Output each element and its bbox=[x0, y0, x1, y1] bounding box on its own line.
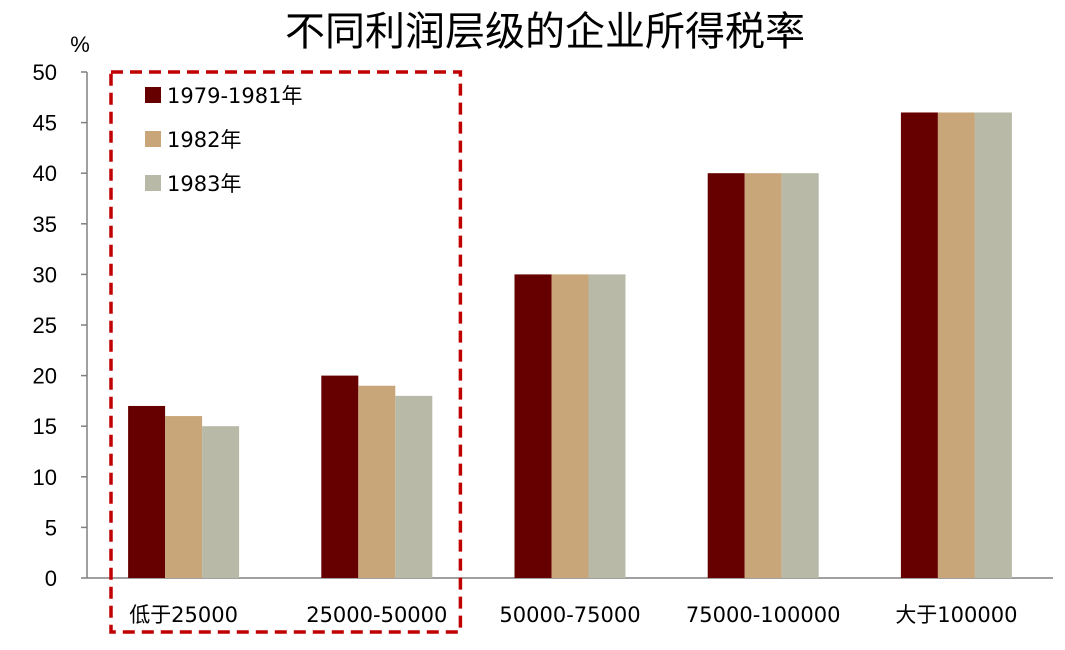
y-tick-label: 15 bbox=[33, 414, 57, 439]
x-tick-label: 75000-100000 bbox=[686, 603, 841, 627]
bar bbox=[900, 112, 938, 578]
legend-label: 1979-1981年 bbox=[167, 84, 302, 108]
x-tick-label: 大于100000 bbox=[895, 603, 1017, 627]
bar bbox=[514, 274, 552, 578]
bar bbox=[744, 173, 782, 578]
bar bbox=[202, 426, 240, 578]
y-tick-label: 10 bbox=[33, 465, 57, 490]
bar bbox=[974, 112, 1012, 578]
y-tick-label: 40 bbox=[33, 161, 57, 186]
y-tick-label: 25 bbox=[33, 313, 57, 338]
highlight-box-group bbox=[109, 70, 463, 634]
y-tick-label: 30 bbox=[33, 262, 57, 287]
legend-swatch bbox=[145, 131, 161, 147]
y-tick-label: 35 bbox=[33, 212, 57, 237]
bar bbox=[128, 405, 166, 578]
bar bbox=[937, 112, 975, 578]
bars-group bbox=[128, 112, 1012, 578]
legend: 1979-1981年 1982年 1983年 bbox=[145, 84, 302, 196]
highlight-box bbox=[109, 70, 463, 634]
x-tick-label: 50000-75000 bbox=[499, 603, 640, 627]
y-tick-label: 0 bbox=[45, 566, 57, 591]
bar bbox=[395, 395, 433, 578]
legend-swatch bbox=[145, 175, 161, 191]
bar bbox=[707, 173, 745, 578]
bar bbox=[551, 274, 589, 578]
bar bbox=[358, 385, 396, 578]
bar bbox=[321, 375, 359, 578]
bar bbox=[588, 274, 626, 578]
legend-swatch bbox=[145, 87, 161, 103]
y-tick-label: 20 bbox=[33, 364, 57, 389]
x-tick-label: 25000-50000 bbox=[306, 603, 447, 627]
legend-label: 1983年 bbox=[167, 172, 241, 196]
x-tick-labels: 低于25000 25000-50000 50000-75000 75000-10000… bbox=[129, 603, 1017, 627]
y-tick-label: 5 bbox=[45, 515, 57, 540]
bar bbox=[781, 173, 819, 578]
y-axis-unit-label: % bbox=[70, 32, 90, 57]
x-tick-label: 低于25000 bbox=[129, 603, 238, 627]
bar bbox=[165, 416, 203, 578]
y-tick-label: 45 bbox=[33, 111, 57, 136]
y-tick-label: 50 bbox=[33, 60, 57, 85]
legend-label: 1982年 bbox=[167, 128, 241, 152]
y-axis: 0 5 10 15 20 25 30 35 40 45 50 bbox=[33, 60, 88, 591]
chart-title: 不同利润层级的企业所得税率 bbox=[285, 9, 805, 55]
